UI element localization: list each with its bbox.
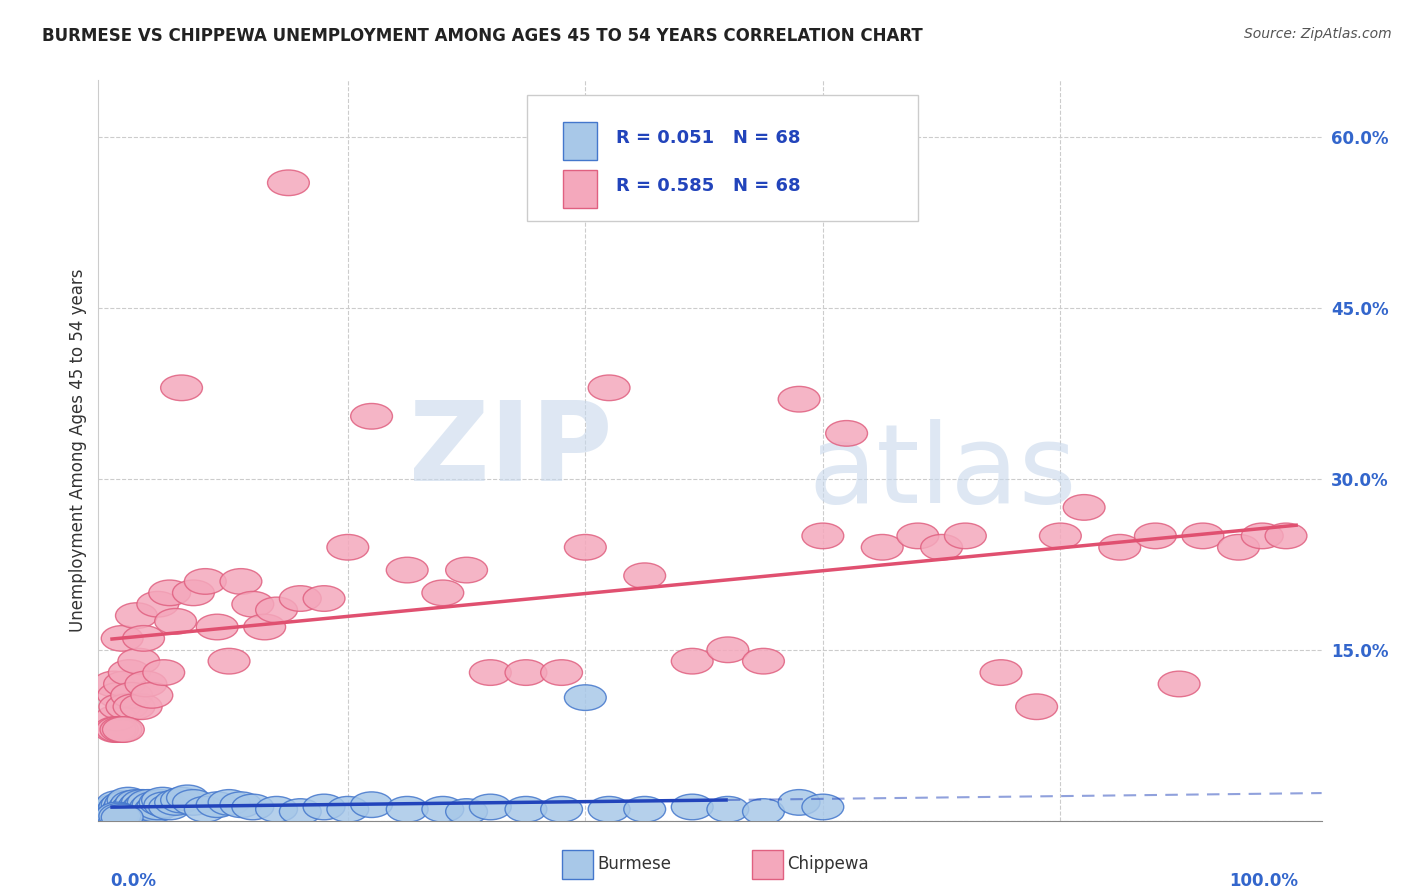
Text: Source: ZipAtlas.com: Source: ZipAtlas.com [1244,27,1392,41]
Text: 0.0%: 0.0% [110,871,156,890]
Text: R = 0.051   N = 68: R = 0.051 N = 68 [616,129,800,147]
Text: Burmese: Burmese [598,855,672,873]
Text: ZIP: ZIP [409,397,612,504]
Text: BURMESE VS CHIPPEWA UNEMPLOYMENT AMONG AGES 45 TO 54 YEARS CORRELATION CHART: BURMESE VS CHIPPEWA UNEMPLOYMENT AMONG A… [42,27,922,45]
FancyBboxPatch shape [564,122,598,161]
Text: R = 0.585   N = 68: R = 0.585 N = 68 [616,177,800,194]
Y-axis label: Unemployment Among Ages 45 to 54 years: Unemployment Among Ages 45 to 54 years [69,268,87,632]
Text: Chippewa: Chippewa [787,855,869,873]
Text: 100.0%: 100.0% [1229,871,1298,890]
Text: atlas: atlas [808,419,1077,526]
FancyBboxPatch shape [526,95,918,221]
FancyBboxPatch shape [564,170,598,208]
